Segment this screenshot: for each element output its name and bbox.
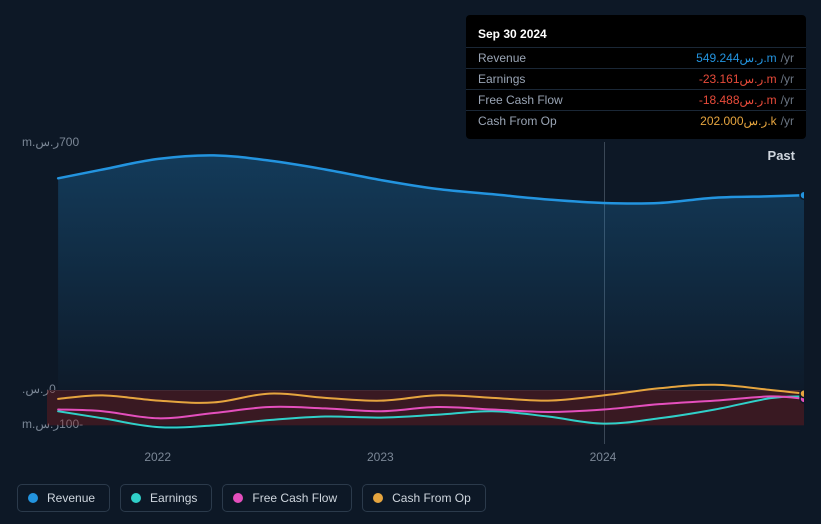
tooltip-row-value: 202.000ر.س.k/yr: [700, 114, 794, 128]
legend-dot-icon: [131, 493, 141, 503]
tooltip-row-label: Earnings: [478, 72, 525, 86]
tooltip-row-label: Revenue: [478, 51, 526, 65]
tooltip-row-value: 549.244ر.س.m/yr: [696, 51, 794, 65]
legend-label: Cash From Op: [392, 491, 471, 505]
legend: Revenue Earnings Free Cash Flow Cash From O…: [17, 484, 486, 512]
tooltip-row-label: Free Cash Flow: [478, 93, 563, 107]
legend-item[interactable]: Free Cash Flow: [222, 484, 352, 512]
legend-label: Earnings: [150, 491, 197, 505]
legend-dot-icon: [233, 493, 243, 503]
tooltip-rows: Revenue 549.244ر.س.m/yr Earnings -23.161ر.س…: [466, 48, 806, 131]
tooltip-row-value: -18.488ر.س.m/yr: [699, 93, 794, 107]
legend-item[interactable]: Revenue: [17, 484, 110, 512]
line-chart: [17, 125, 804, 455]
tooltip-row: Revenue 549.244ر.س.m/yr: [466, 48, 806, 69]
tooltip-row: Free Cash Flow -18.488ر.س.m/yr: [466, 90, 806, 111]
tooltip-panel: Sep 30 2024 Revenue 549.244ر.س.m/yr Earnin…: [466, 15, 806, 139]
legend-item[interactable]: Cash From Op: [362, 484, 486, 512]
tooltip-date: Sep 30 2024: [466, 23, 806, 48]
legend-label: Free Cash Flow: [252, 491, 337, 505]
tooltip-row: Cash From Op 202.000ر.س.k/yr: [466, 111, 806, 131]
tooltip-row-value: -23.161ر.س.m/yr: [699, 72, 794, 86]
legend-dot-icon: [373, 493, 383, 503]
legend-item[interactable]: Earnings: [120, 484, 212, 512]
legend-label: Revenue: [47, 491, 95, 505]
tooltip-row-label: Cash From Op: [478, 114, 557, 128]
tooltip-row: Earnings -23.161ر.س.m/yr: [466, 69, 806, 90]
legend-dot-icon: [28, 493, 38, 503]
